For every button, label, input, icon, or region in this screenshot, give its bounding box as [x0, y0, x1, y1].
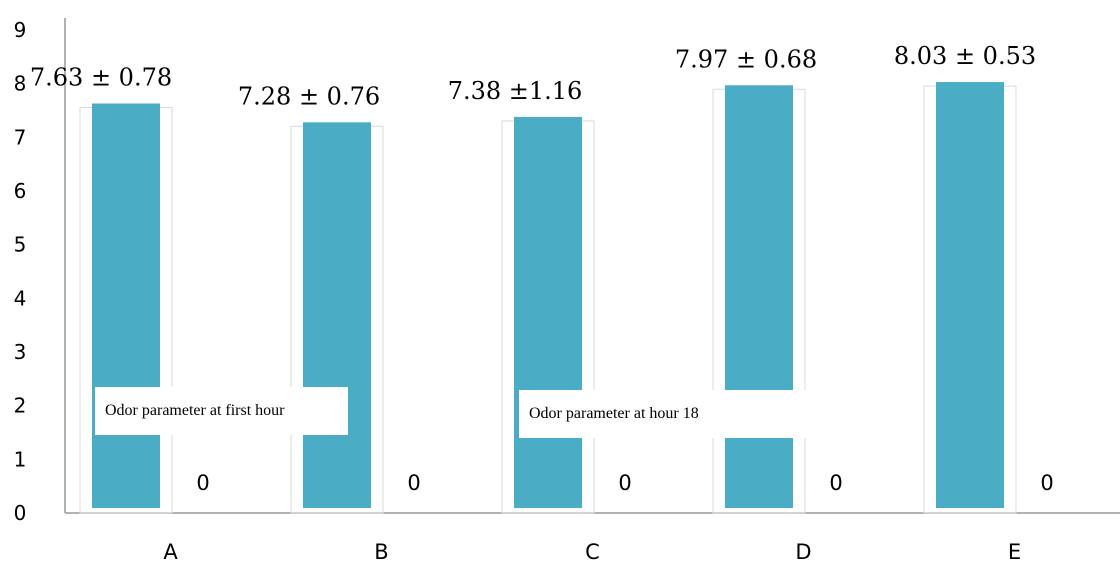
x-tick-label: A [163, 540, 178, 564]
y-tick-label: 5 [14, 233, 27, 257]
y-tick-label: 3 [14, 340, 27, 364]
data-label-series-2: 0 [829, 471, 842, 495]
x-tick-label: D [795, 540, 811, 564]
data-label-series-1: 7.28 ± 0.76 [238, 82, 380, 110]
bar-series-1 [514, 116, 582, 508]
legend-series-2: Odor parameter at hour 18 [519, 390, 809, 438]
data-label-series-2: 0 [196, 471, 209, 495]
data-label-series-1: 7.38 ±1.16 [448, 77, 583, 105]
y-tick-labels: 0 1 2 3 4 5 6 7 8 9 [14, 18, 27, 525]
x-tick-label: E [1008, 540, 1021, 564]
data-label-series-1: 7.63 ± 0.78 [30, 64, 172, 92]
data-label-series-1: 7.97 ± 0.68 [675, 45, 817, 73]
x-tick-labels: A B C D E [163, 540, 1021, 564]
data-labels: 7.63 ± 0.78 0 7.28 ± 0.76 0 7.38 ±1.16 0 7.97 … [30, 42, 1054, 495]
data-label-series-2: 0 [407, 471, 420, 495]
y-tick-label: 2 [14, 394, 27, 418]
x-tick-label: C [585, 540, 600, 564]
bars [79, 82, 1017, 514]
y-tick-label: 8 [14, 72, 27, 96]
data-label-series-2: 0 [618, 471, 631, 495]
bar-series-1 [725, 85, 793, 508]
y-tick-label: 1 [14, 447, 27, 471]
bar-series-1 [303, 122, 371, 508]
y-tick-label: 9 [14, 18, 27, 42]
data-label-series-2: 0 [1040, 471, 1053, 495]
y-tick-label: 0 [14, 501, 27, 525]
x-tick-label: B [374, 540, 388, 564]
y-tick-label: 7 [14, 125, 27, 149]
data-label-series-1: 8.03 ± 0.53 [894, 42, 1036, 70]
y-tick-label: 6 [14, 179, 27, 203]
bar-series-1 [92, 103, 160, 509]
y-tick-label: 4 [14, 286, 27, 310]
bar-series-1 [936, 82, 1004, 508]
legend-series-1: Odor parameter at first hour [95, 387, 348, 435]
